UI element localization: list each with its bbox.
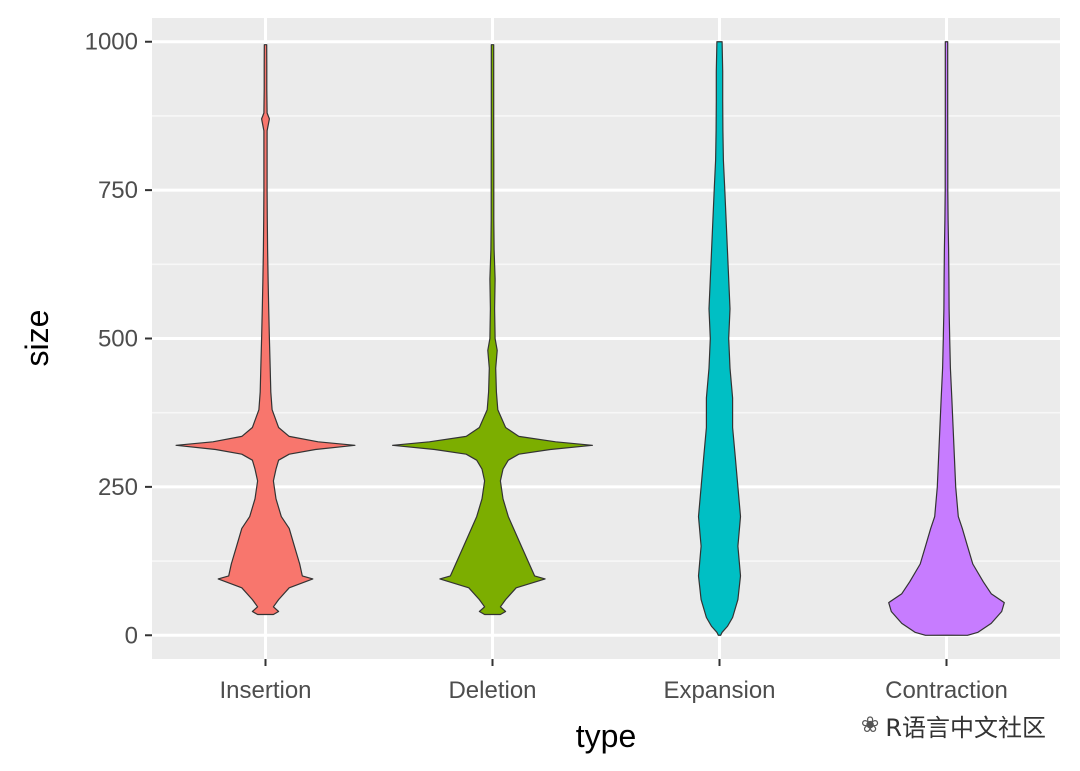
violin-insertion <box>175 44 356 616</box>
minor-gridlines <box>152 115 1060 562</box>
y-tick-label: 500 <box>98 326 138 353</box>
x-axis: Insertion Deletion Expansion Contraction <box>219 659 1008 704</box>
violin-deletion <box>392 44 593 616</box>
y-tick-label: 0 <box>125 622 138 649</box>
violin-expansion <box>697 41 742 636</box>
x-tick-label: Contraction <box>885 677 1008 704</box>
x-axis-title: type <box>576 718 636 754</box>
watermark: ❀ R语言中文社区 <box>861 708 1046 743</box>
violins <box>175 41 1005 636</box>
y-tick-label: 750 <box>98 177 138 204</box>
wechat-icon: ❀ <box>860 713 880 738</box>
x-tick-label: Expansion <box>663 677 775 704</box>
x-tick-label: Deletion <box>448 677 536 704</box>
y-tick-label: 1000 <box>85 29 138 56</box>
x-tick-label: Insertion <box>219 677 311 704</box>
y-axis: 0 250 500 750 1000 <box>85 29 152 649</box>
y-axis-title: size <box>19 310 55 367</box>
y-tick-label: 250 <box>98 474 138 501</box>
watermark-text: R语言中文社区 <box>885 714 1046 742</box>
violin-contraction <box>888 41 1005 636</box>
